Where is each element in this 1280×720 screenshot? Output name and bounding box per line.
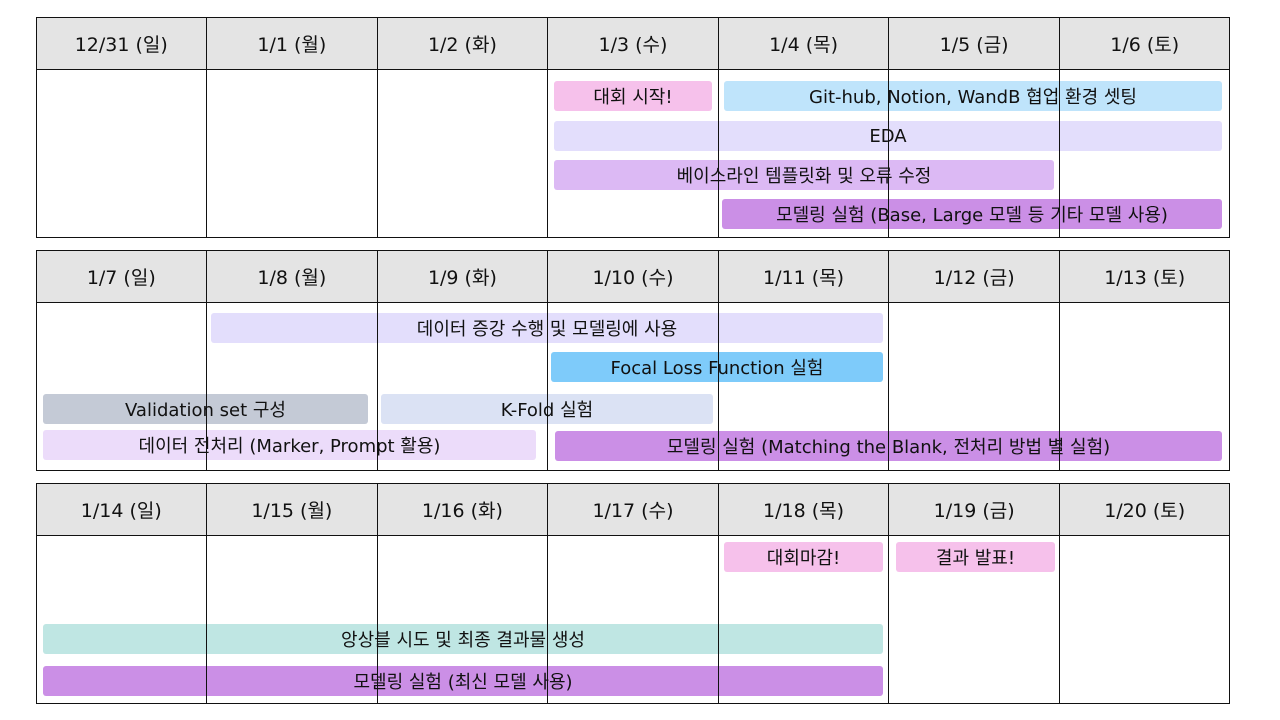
week-header-row: [36, 483, 1230, 535]
day-header: 1/12 (금): [933, 266, 1015, 289]
grid-line: [718, 483, 719, 704]
day-header: 1/13 (토): [1104, 266, 1186, 289]
day-header: 1/2 (화): [427, 33, 497, 56]
grid-line: [888, 483, 889, 704]
day-header: 1/9 (화): [427, 266, 497, 289]
grid-line: [1229, 483, 1230, 704]
grid-line: [36, 237, 1230, 238]
grid-line: [888, 17, 889, 238]
day-header: 12/31 (일): [74, 33, 168, 56]
event-bar[interactable]: 데이터 전처리 (Marker, Prompt 활용): [43, 430, 536, 460]
grid-line: [1229, 250, 1230, 471]
grid-line: [1059, 250, 1060, 471]
day-header: 1/20 (토): [1104, 499, 1186, 522]
event-bar[interactable]: 대회마감!: [724, 542, 883, 572]
event-bar[interactable]: 베이스라인 템플릿화 및 오류 수정: [554, 160, 1054, 190]
day-header: 1/5 (금): [939, 33, 1009, 56]
event-bar[interactable]: 모델링 실험 (Base, Large 모델 등 기타 모델 사용): [722, 199, 1222, 229]
grid-line: [206, 250, 207, 471]
day-header: 1/4 (목): [769, 33, 839, 56]
day-header: 1/10 (수): [592, 266, 674, 289]
grid-line: [36, 703, 1230, 704]
grid-line: [36, 302, 1230, 303]
week-header-row: [36, 17, 1230, 69]
grid-line: [1229, 17, 1230, 238]
calendar-week-3: 1/14 (일) 1/15 (월) 1/16 (화) 1/17 (수) 1/18…: [36, 483, 1230, 704]
day-header: 1/6 (토): [1110, 33, 1180, 56]
grid-line: [36, 250, 37, 471]
day-header: 1/17 (수): [592, 499, 674, 522]
day-header: 1/15 (월): [251, 499, 333, 522]
grid-line: [377, 483, 378, 704]
event-bar[interactable]: Git-hub, Notion, WandB 협업 환경 셋팅: [724, 81, 1222, 111]
week-header-row: [36, 250, 1230, 302]
grid-line: [36, 483, 37, 704]
day-header: 1/8 (월): [257, 266, 327, 289]
event-bar[interactable]: 대회 시작!: [554, 81, 712, 111]
day-header: 1/18 (목): [763, 499, 845, 522]
grid-line: [36, 69, 1230, 70]
grid-line: [888, 250, 889, 471]
day-header: 1/11 (목): [763, 266, 845, 289]
day-header: 1/3 (수): [598, 33, 668, 56]
grid-line: [1059, 17, 1060, 238]
grid-line: [36, 470, 1230, 471]
grid-line: [377, 250, 378, 471]
day-header: 1/19 (금): [933, 499, 1015, 522]
grid-line: [206, 483, 207, 704]
event-bar[interactable]: 모델링 실험 (최신 모델 사용): [43, 666, 883, 696]
day-header: 1/7 (일): [86, 266, 156, 289]
grid-line: [547, 17, 548, 238]
day-header: 1/1 (월): [257, 33, 327, 56]
grid-line: [377, 17, 378, 238]
grid-line: [547, 483, 548, 704]
grid-line: [36, 250, 1230, 251]
calendar-week-2: 1/7 (일) 1/8 (월) 1/9 (화) 1/10 (수) 1/11 (목…: [36, 250, 1230, 471]
grid-line: [1059, 483, 1060, 704]
day-header: 1/14 (일): [80, 499, 162, 522]
event-bar[interactable]: 결과 발표!: [896, 542, 1055, 572]
event-bar[interactable]: Focal Loss Function 실험: [551, 352, 883, 382]
calendar-week-1: 12/31 (일) 1/1 (월) 1/2 (화) 1/3 (수) 1/4 (목…: [36, 17, 1230, 238]
grid-line: [36, 17, 37, 238]
grid-line: [718, 250, 719, 471]
grid-line: [36, 17, 1230, 18]
event-bar[interactable]: 앙상블 시도 및 최종 결과물 생성: [43, 624, 883, 654]
grid-line: [36, 483, 1230, 484]
grid-line: [206, 17, 207, 238]
grid-line: [547, 250, 548, 471]
day-header: 1/16 (화): [421, 499, 503, 522]
event-bar[interactable]: Validation set 구성: [43, 394, 368, 424]
grid-line: [718, 17, 719, 238]
grid-line: [36, 535, 1230, 536]
